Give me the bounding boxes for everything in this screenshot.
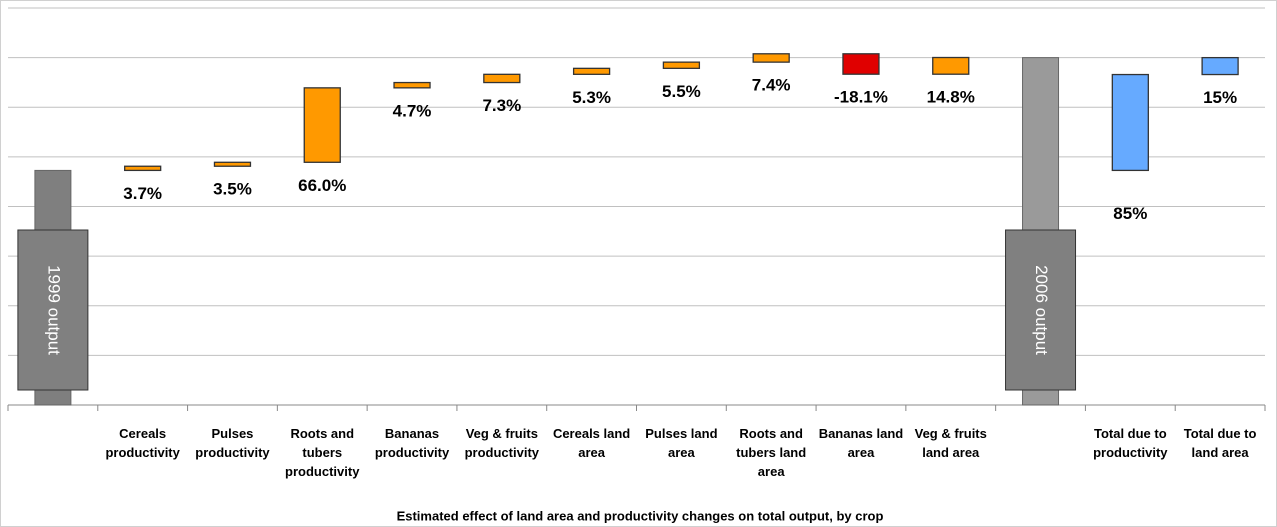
x-tick-label: Bananas land area — [819, 426, 904, 460]
value-label: 15% — [1203, 88, 1237, 107]
x-tick-label-line: Bananas — [385, 426, 439, 441]
x-tick-label-line: productivity — [465, 445, 540, 460]
x-tick-label-line: area — [758, 464, 786, 479]
value-label: 3.7% — [123, 184, 162, 203]
x-tick-label-line: Roots and — [739, 426, 803, 441]
x-tick-label: Bananas productivity — [375, 426, 450, 460]
value-label: 5.5% — [662, 82, 701, 101]
x-tick-label: Cereals productivity — [105, 426, 180, 460]
x-tick-label-line: land area — [922, 445, 980, 460]
total-label-box — [1005, 229, 1077, 391]
x-tick-label-line: tubers land — [736, 445, 806, 460]
total-label: 1999 output — [44, 265, 63, 355]
x-tick-label: Pulses land area — [645, 426, 717, 460]
bar — [213, 161, 252, 167]
bar — [842, 53, 880, 75]
x-tick-label-line: Total due to — [1184, 426, 1257, 441]
x-tick-label-line: Bananas land — [819, 426, 904, 441]
bar — [752, 53, 790, 63]
bar — [662, 61, 701, 69]
x-tick-label-line: land area — [1192, 445, 1250, 460]
bar — [1111, 73, 1149, 172]
value-label: 14.8% — [927, 88, 975, 107]
x-tick-label-line: area — [668, 445, 696, 460]
x-tick-label-line: productivity — [375, 445, 450, 460]
x-tick-label-line: productivity — [105, 445, 180, 460]
x-tick-label-line: productivity — [285, 464, 360, 479]
bar — [303, 87, 341, 163]
x-tick-label: Total due to land area — [1184, 426, 1257, 460]
x-tick-label: Pulses productivity — [195, 426, 270, 460]
value-label: 66.0% — [298, 176, 346, 195]
x-tick-label: Roots and tubers land area — [736, 426, 806, 479]
total-label-box — [17, 229, 89, 391]
x-tick-label-line: area — [578, 445, 606, 460]
x-tick-label-line: Cereals land — [553, 426, 630, 441]
bar — [932, 56, 970, 75]
x-tick-label-line: Pulses land — [645, 426, 717, 441]
x-tick-label-line: Total due to — [1094, 426, 1167, 441]
x-tick-label-line: tubers — [302, 445, 342, 460]
value-label: -18.1% — [834, 88, 888, 107]
value-label: 5.3% — [572, 88, 611, 107]
x-tick-label: Cereals land area — [553, 426, 630, 460]
value-label: 3.5% — [213, 180, 252, 199]
total-label: 2006 output — [1032, 265, 1051, 355]
x-axis-title: Estimated effect of land area and produc… — [397, 508, 884, 523]
x-tick-label-line: Roots and — [290, 426, 354, 441]
value-label: 7.4% — [752, 76, 791, 95]
value-label: 4.7% — [393, 101, 432, 120]
bar — [483, 73, 521, 84]
bar — [572, 67, 611, 75]
x-tick-label: Roots and tubers productivity — [285, 426, 360, 479]
value-label: 7.3% — [482, 96, 521, 115]
x-tick-label-line: productivity — [1093, 445, 1168, 460]
x-tick-label-line: Veg & fruits — [915, 426, 987, 441]
x-tick-label-line: Pulses — [212, 426, 254, 441]
x-tick-label: Veg & fruits productivity — [465, 426, 540, 460]
value-label: 85% — [1113, 204, 1147, 223]
bar — [124, 165, 162, 172]
x-tick-label-line: Veg & fruits — [466, 426, 538, 441]
bar — [393, 81, 431, 89]
x-tick-label: Total due to productivity — [1093, 426, 1168, 460]
bar — [1201, 56, 1239, 76]
x-tick-label-line: productivity — [195, 445, 270, 460]
x-tick-label: Veg & fruits land area — [915, 426, 987, 460]
x-tick-label-line: Cereals — [119, 426, 166, 441]
x-tick-label-line: area — [848, 445, 876, 460]
